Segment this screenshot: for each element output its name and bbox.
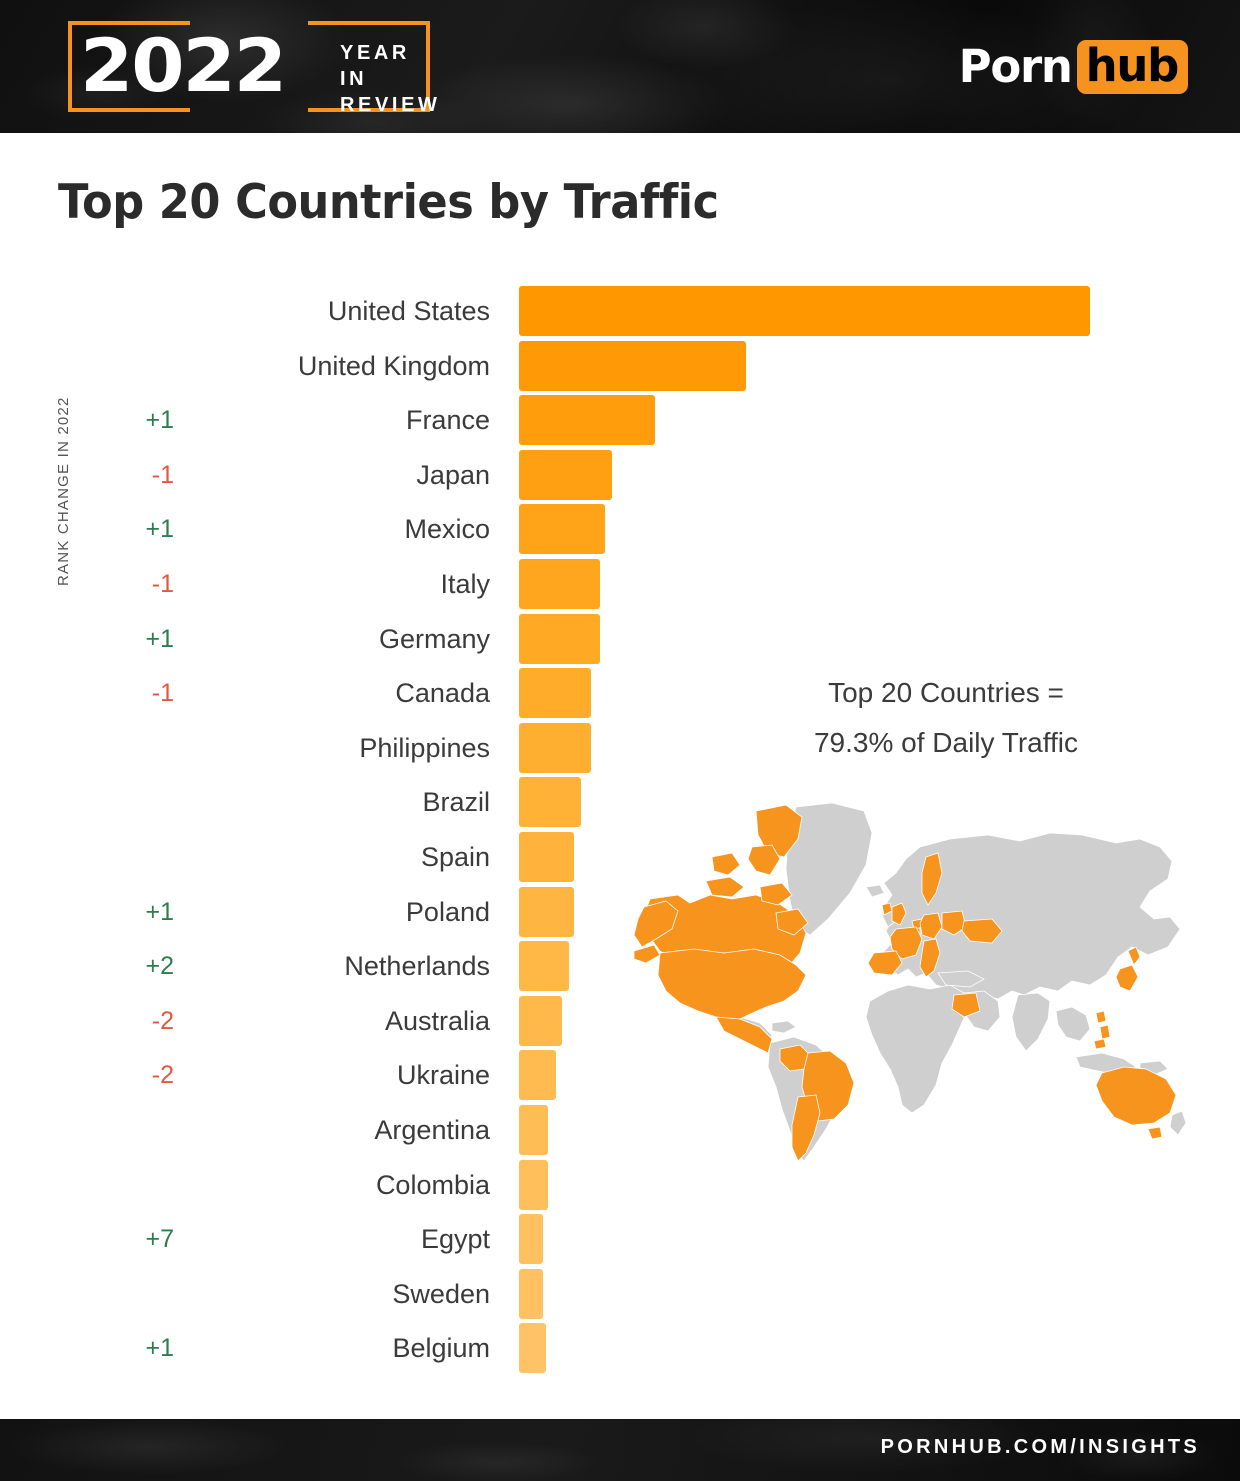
chart-row: +1 Germany — [0, 613, 1240, 669]
rank-change-value: +1 — [145, 897, 174, 926]
country-label: Brazil — [422, 787, 490, 818]
country-bar — [519, 1214, 543, 1265]
callout-line-1: Top 20 Countries = — [828, 677, 1064, 708]
country-label: Belgium — [392, 1333, 490, 1364]
map-highlighted-countries — [633, 804, 1177, 1162]
chart-row: -1 Italy — [0, 558, 1240, 614]
footer-banner: PORNHUB.COM/INSIGHTS — [0, 1419, 1240, 1481]
country-label: Poland — [405, 896, 490, 927]
country-label: Sweden — [392, 1278, 490, 1309]
country-label: France — [405, 405, 490, 436]
chart-row: United States — [0, 286, 1240, 341]
country-bar — [519, 1159, 548, 1210]
chart-row: -2 Australia — [0, 995, 1240, 1051]
country-label: Netherlands — [344, 951, 490, 982]
country-label: Germany — [378, 623, 490, 654]
country-bar — [519, 558, 600, 609]
country-label: Argentina — [374, 1114, 490, 1145]
country-bar — [519, 995, 562, 1046]
chart-row: +1 Mexico — [0, 504, 1240, 559]
logo-text-hub: hub — [1076, 40, 1188, 94]
callout-line-2: 79.3% of Daily Traffic — [813, 727, 1079, 758]
chart-row: +1 France — [0, 395, 1240, 450]
chart-row: Sweden — [0, 1268, 1240, 1324]
rank-change-value: +1 — [145, 406, 174, 435]
country-bar — [519, 340, 746, 391]
header-banner: 2022 YEAR IN REVIEW Porn hub — [0, 0, 1240, 133]
country-label: Mexico — [404, 514, 490, 545]
rank-change-value: +1 — [145, 515, 174, 544]
chart-row: Philippines — [0, 722, 1240, 778]
rank-change-value: +1 — [145, 624, 174, 653]
chart-row: -1 Japan — [0, 449, 1240, 505]
world-map-svg — [633, 802, 1187, 1162]
country-label: Colombia — [375, 1169, 490, 1200]
country-label: Australia — [384, 1005, 490, 1036]
rank-change-value: -1 — [151, 460, 174, 489]
country-bar — [519, 613, 600, 664]
chart-row: United Kingdom — [0, 340, 1240, 396]
country-bar — [519, 941, 569, 992]
country-label: United States — [327, 296, 490, 326]
chart-row: Argentina — [0, 1104, 1240, 1160]
traffic-share-callout: Top 20 Countries = 79.3% of Daily Traffi… — [760, 668, 1132, 768]
rank-change-value: +1 — [145, 1334, 174, 1363]
country-bar — [519, 722, 591, 773]
badge-subtitle: YEAR IN REVIEW — [340, 40, 441, 118]
chart-row: Spain — [0, 831, 1240, 887]
rank-change-value: -2 — [151, 1061, 174, 1090]
chart-row: Colombia — [0, 1159, 1240, 1215]
country-bar — [519, 1268, 543, 1319]
country-bar — [519, 395, 655, 446]
logo-text-porn: Porn — [958, 40, 1073, 93]
country-bar — [519, 1323, 546, 1374]
header-texture — [0, 0, 1240, 133]
chart-row: +2 Netherlands — [0, 941, 1240, 996]
badge-bracket-frame — [68, 21, 430, 112]
chart-rows: United States United Kingdom +1 France -1 Jap… — [0, 286, 1240, 1378]
rank-change-value: +2 — [145, 952, 174, 981]
country-label: Italy — [440, 568, 490, 599]
country-label: United Kingdom — [297, 350, 490, 381]
badge-year: 2022 — [80, 24, 287, 109]
chart-row: +1 Belgium — [0, 1323, 1240, 1378]
country-bar — [519, 504, 605, 555]
country-label: Japan — [416, 459, 490, 490]
page-title: Top 20 Countries by Traffic — [58, 175, 719, 230]
rank-change-value: -1 — [151, 679, 174, 708]
country-label: Ukraine — [396, 1060, 490, 1091]
rank-change-value: -1 — [151, 569, 174, 598]
country-label: Egypt — [420, 1224, 490, 1255]
country-bar — [519, 668, 591, 719]
country-bar — [519, 449, 612, 500]
country-bar — [519, 886, 574, 937]
country-bar — [519, 286, 1090, 336]
footer-texture — [0, 1419, 1240, 1481]
pornhub-logo[interactable]: Porn hub — [959, 40, 1188, 94]
badge-subtitle-line2: REVIEW — [340, 94, 441, 116]
rank-change-value: +7 — [145, 1225, 174, 1254]
country-bar — [519, 1104, 548, 1155]
country-label: Spain — [420, 841, 490, 872]
country-label: Philippines — [359, 732, 490, 763]
country-bar — [519, 777, 581, 828]
chart-row: -2 Ukraine — [0, 1050, 1240, 1105]
chart-row: +1 Poland — [0, 886, 1240, 942]
badge-subtitle-line1: YEAR IN — [340, 42, 410, 90]
bar-chart: RANK CHANGE IN 2022 United States United … — [0, 286, 1240, 1378]
country-bar — [519, 831, 574, 882]
world-map — [620, 795, 1200, 1165]
rank-change-value: -2 — [151, 1006, 174, 1035]
chart-row: +7 Egypt — [0, 1214, 1240, 1269]
country-label: Canada — [395, 678, 490, 709]
chart-row: Brazil — [0, 777, 1240, 832]
year-in-review-badge: 2022 YEAR IN REVIEW — [68, 21, 437, 116]
country-bar — [519, 1050, 556, 1101]
footer-url[interactable]: PORNHUB.COM/INSIGHTS — [880, 1436, 1200, 1458]
chart-row: -1 Canada — [0, 668, 1240, 723]
